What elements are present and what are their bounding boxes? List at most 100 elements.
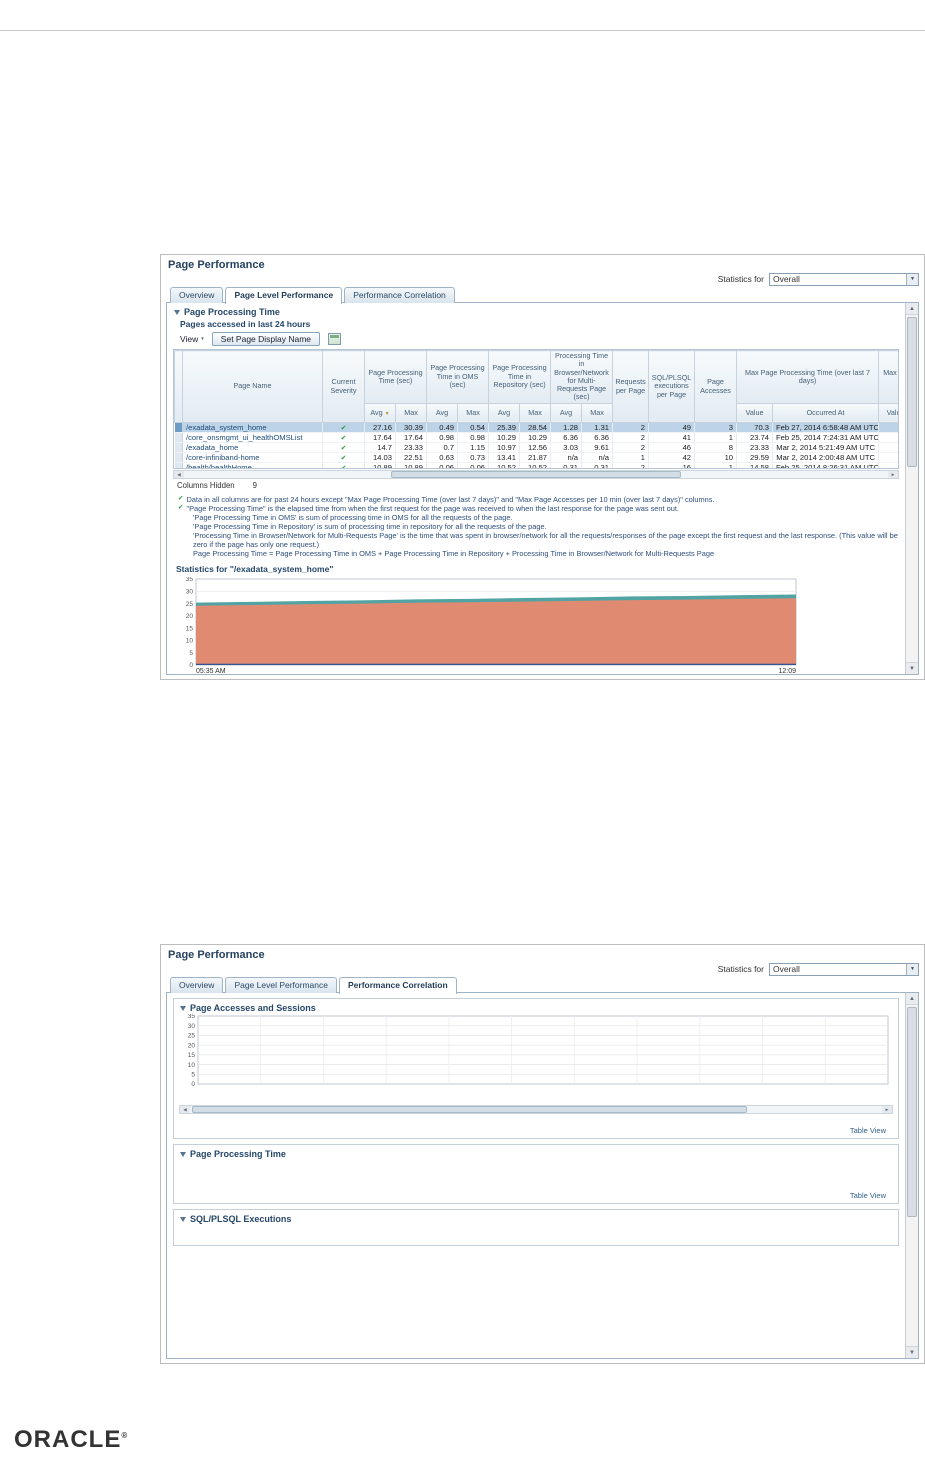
data-cell: 6.36 bbox=[550, 432, 583, 444]
data-cell: n/a bbox=[550, 452, 583, 464]
column-header[interactable]: Max bbox=[457, 402, 490, 424]
section-header: Page Processing Time bbox=[172, 306, 900, 318]
table-view-link[interactable]: Table View bbox=[849, 1126, 886, 1135]
table-row[interactable]: /exadata_home ✔ 14.7 23.33 0.7 1.15 10.97 12.56… bbox=[174, 442, 898, 454]
data-cell: 1.31 bbox=[581, 422, 614, 434]
content-panel: Page Processing Time Pages accessed in l… bbox=[166, 302, 919, 675]
data-cell: 17.64 bbox=[364, 432, 396, 444]
svg-text:25: 25 bbox=[186, 601, 194, 608]
row-gutter bbox=[174, 462, 183, 468]
svg-text:35: 35 bbox=[186, 577, 194, 583]
section-header: Page Processing Time bbox=[178, 1148, 894, 1160]
sort-desc-icon[interactable]: ▼ bbox=[384, 410, 390, 417]
view-menu-button[interactable]: View ▾ bbox=[180, 334, 204, 344]
tab-bar: Overview Page Level Performance Performanc… bbox=[166, 977, 919, 994]
page-name-cell[interactable]: /exadata_home bbox=[182, 442, 323, 454]
page-name-cell[interactable]: /core_onsmgmt_ui_healthOMSList bbox=[182, 432, 323, 444]
column-header: Processing Time in Browser/Network for M… bbox=[550, 350, 614, 404]
collapse-triangle-icon[interactable] bbox=[180, 1216, 186, 1222]
page-name-cell[interactable]: /core-infiniband-home bbox=[182, 452, 323, 464]
severity-check-icon: ✔ bbox=[322, 462, 365, 468]
column-header[interactable]: Avg ▼ bbox=[364, 402, 396, 424]
collapse-triangle-icon[interactable] bbox=[180, 1005, 186, 1011]
x-axis-labels bbox=[178, 1087, 894, 1104]
data-cell: 16 bbox=[648, 462, 696, 468]
registered-mark: ® bbox=[121, 1431, 129, 1440]
table-row[interactable]: /core_onsmgmt_ui_healthOMSList ✔ 17.64 17.6… bbox=[174, 432, 898, 444]
table-row[interactable]: /health/healthHome ✔ 10.89 10.89 0.06 0.06 10.… bbox=[174, 462, 898, 468]
tab-performance-correlation[interactable]: Performance Correlation bbox=[344, 287, 455, 303]
data-cell: 3.03 bbox=[550, 442, 583, 454]
scroll-up-icon[interactable]: ▲ bbox=[906, 303, 918, 315]
collapse-triangle-icon[interactable] bbox=[174, 309, 180, 315]
scroll-up-icon[interactable]: ▲ bbox=[906, 993, 918, 1005]
column-header[interactable]: Avg bbox=[488, 402, 521, 424]
scroll-right-icon[interactable]: ► bbox=[888, 471, 898, 478]
tab-page-level-performance[interactable]: Page Level Performance bbox=[225, 287, 343, 304]
scrollbar-thumb[interactable] bbox=[391, 471, 681, 478]
chart-legend bbox=[797, 1160, 894, 1190]
statistics-row: Statistics for Overall ▼ bbox=[166, 961, 919, 977]
svg-text:5: 5 bbox=[191, 1071, 195, 1078]
column-header[interactable]: Max bbox=[581, 402, 614, 424]
scrollbar-thumb[interactable] bbox=[907, 1007, 917, 1217]
statistics-for-select[interactable]: Overall ▼ bbox=[769, 962, 919, 976]
svg-text:5: 5 bbox=[189, 650, 193, 657]
statistics-for-select[interactable]: Overall ▼ bbox=[769, 272, 919, 286]
tab-overview[interactable]: Overview bbox=[170, 977, 224, 993]
table-row[interactable]: /core-infiniband-home ✔ 14.03 22.51 0.63 0.73… bbox=[174, 452, 898, 464]
dropdown-arrow-icon[interactable]: ▼ bbox=[906, 273, 918, 285]
data-cell: 0.63 bbox=[426, 452, 459, 464]
column-header[interactable]: Max bbox=[519, 402, 552, 424]
chart-legend bbox=[178, 1115, 894, 1125]
column-header: Page Processing Time in Repository (sec) bbox=[488, 350, 552, 404]
column-header[interactable]: Avg bbox=[550, 402, 583, 424]
tab-performance-correlation[interactable]: Performance Correlation bbox=[339, 977, 457, 994]
table-row[interactable]: /exadata_system_home ✔ 27.16 30.39 0.49 0.54 2… bbox=[174, 422, 898, 434]
collapse-triangle-icon[interactable] bbox=[180, 1151, 186, 1157]
data-cell: Feb 27, 2014 6:58:48 AM UTC bbox=[772, 422, 880, 434]
section-sql-executions: SQL/PLSQL Executions bbox=[173, 1209, 899, 1246]
scrollbar-thumb[interactable] bbox=[192, 1106, 748, 1113]
vertical-scrollbar[interactable]: ▲ ▼ bbox=[905, 303, 918, 674]
column-header: Max Page Processing Time (over last 7 da… bbox=[736, 350, 880, 404]
tab-page-level-performance[interactable]: Page Level Performance bbox=[225, 977, 337, 993]
scroll-down-icon[interactable]: ▼ bbox=[906, 1346, 918, 1358]
column-header[interactable]: Avg bbox=[426, 402, 459, 424]
scroll-left-icon[interactable]: ◀ bbox=[174, 471, 184, 478]
data-cell: 0.06 bbox=[457, 462, 490, 468]
data-cell: 27.16 bbox=[364, 422, 396, 434]
scroll-right-icon[interactable]: ► bbox=[882, 1106, 892, 1113]
statistics-row: Statistics for Overall ▼ bbox=[166, 271, 919, 287]
statistics-for-label: Statistics for bbox=[717, 274, 764, 284]
check-icon: ✔ bbox=[178, 504, 184, 512]
chart-horizontal-scrollbar[interactable]: ◀ ► bbox=[179, 1105, 893, 1114]
column-header[interactable]: Max bbox=[394, 402, 428, 424]
data-cell: 9.61 bbox=[581, 442, 614, 454]
column-header: Page Accesses bbox=[694, 350, 738, 424]
chart-title: Statistics for "/exadata_system_home" bbox=[176, 564, 334, 575]
column-header: Value bbox=[736, 402, 774, 424]
page-name-cell[interactable]: /exadata_system_home bbox=[182, 422, 323, 434]
scroll-left-icon[interactable]: ◀ bbox=[180, 1106, 190, 1113]
page-name-cell[interactable]: /health/healthHome bbox=[182, 462, 323, 468]
tab-overview[interactable]: Overview bbox=[170, 287, 224, 303]
subsection-title: Pages accessed in last 24 hours bbox=[180, 319, 311, 329]
data-cell: 0.73 bbox=[457, 452, 490, 464]
column-header: Page Name bbox=[182, 350, 323, 424]
data-cell: 10.52 bbox=[519, 462, 552, 468]
vertical-scrollbar[interactable]: ▲ ▼ bbox=[905, 993, 918, 1358]
column-header: Current Severity bbox=[322, 350, 365, 424]
detach-icon[interactable] bbox=[328, 332, 342, 345]
table-horizontal-scrollbar[interactable]: ◀ ► bbox=[173, 470, 899, 479]
info-note: ✔ Data in all columns are for past 24 hou… bbox=[178, 495, 715, 504]
data-cell: 1 bbox=[612, 452, 650, 464]
severity-check-icon: ✔ bbox=[322, 452, 365, 464]
dropdown-arrow-icon[interactable]: ▼ bbox=[906, 963, 918, 975]
table-view-link[interactable]: Table View bbox=[849, 1191, 886, 1200]
scrollbar-thumb[interactable] bbox=[907, 317, 917, 467]
data-cell: 1 bbox=[694, 432, 738, 444]
set-page-display-name-button[interactable]: Set Page Display Name bbox=[211, 331, 321, 346]
scroll-down-icon[interactable]: ▼ bbox=[906, 662, 918, 674]
data-cell: 25.39 bbox=[488, 422, 521, 434]
